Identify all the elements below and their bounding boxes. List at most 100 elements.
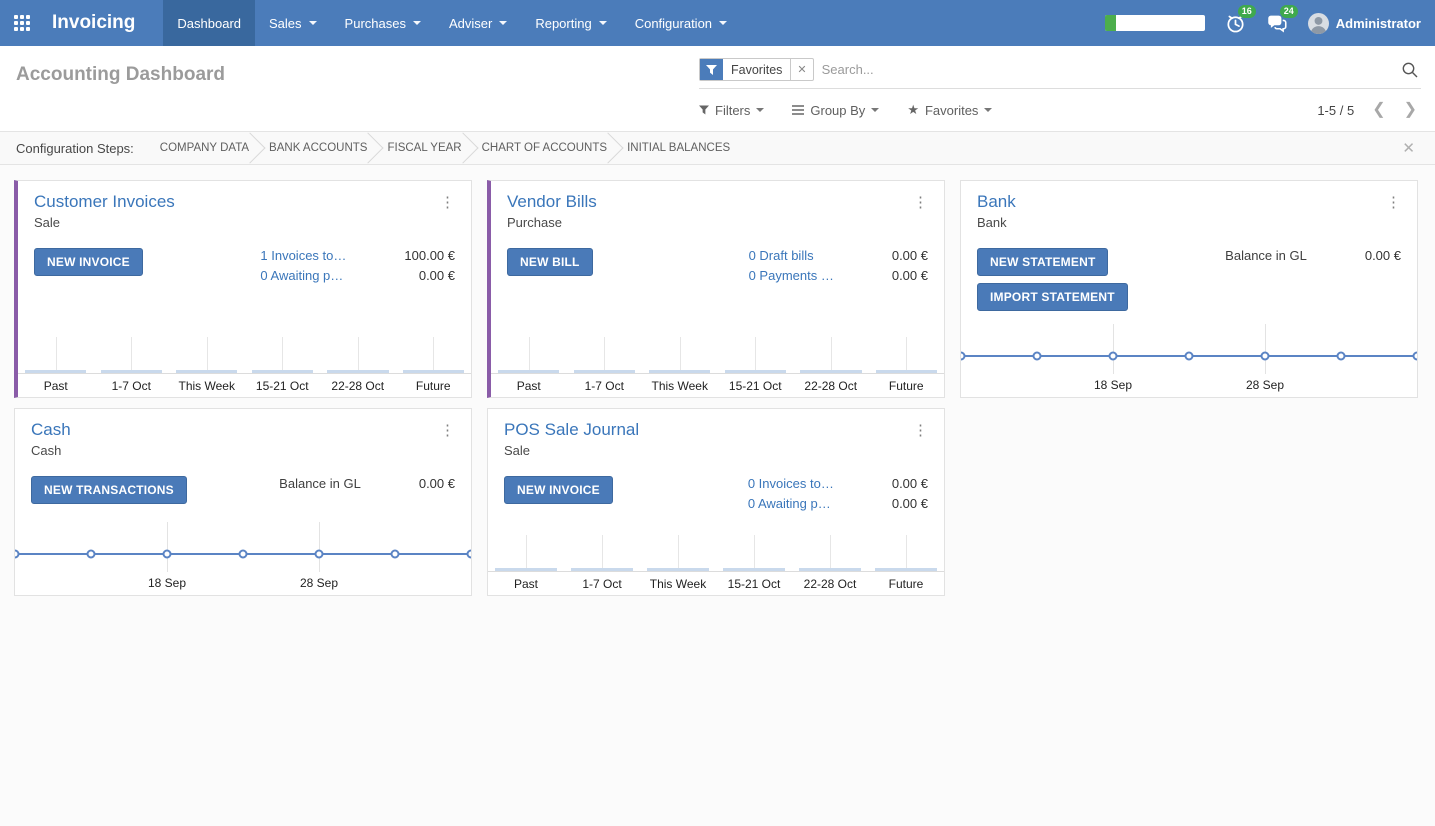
new-invoice-button[interactable]: NEW INVOICE	[504, 476, 613, 504]
search-options-row: Filters Group By ★ Favorites 1-5 / 5 ❮ ❯	[699, 102, 1421, 118]
journal-line-chart: 18 Sep 28 Sep	[15, 522, 471, 595]
avatar	[1307, 12, 1329, 34]
page-title: Accounting Dashboard	[16, 64, 226, 85]
dashboard-kanban: Customer Invoices Sale ⋮ NEW INVOICE 1 I…	[0, 165, 1435, 611]
pager-previous-icon[interactable]: ❮	[1372, 101, 1386, 118]
menu-sales[interactable]: Sales	[255, 0, 331, 46]
apps-menu-button[interactable]	[0, 0, 44, 46]
card-title[interactable]: Vendor Bills	[507, 192, 597, 211]
facet-remove-icon[interactable]: ✕	[790, 59, 812, 80]
clock-icon	[1227, 15, 1244, 32]
card-cash: Cash Cash ⋮ NEW TRANSACTIONS Balance in …	[14, 408, 472, 596]
step-initial-balances[interactable]: INITIAL BALANCES	[627, 142, 731, 154]
app-brand: Invoicing	[52, 12, 136, 33]
chevron-down-icon	[984, 108, 993, 112]
configuration-steps-bar: Configuration Steps: COMPANY DATA BANK A…	[0, 131, 1435, 165]
card-pos-sale-journal: POS Sale Journal Sale ⋮ NEW INVOICE 0 In…	[487, 408, 945, 596]
awaiting-payments-link[interactable]: 0 Awaiting p…	[260, 268, 344, 283]
payments-link[interactable]: 0 Payments …	[748, 268, 834, 283]
kebab-menu-icon[interactable]: ⋮	[440, 194, 455, 211]
balance-in-gl-label: Balance in GL	[1225, 248, 1307, 263]
messages-button[interactable]: 24	[1266, 4, 1298, 34]
awaiting-payments-link[interactable]: 0 Awaiting p…	[747, 496, 831, 511]
chevron-right-icon	[234, 132, 266, 164]
new-bill-button[interactable]: NEW BILL	[507, 248, 593, 276]
card-subtitle: Sale	[504, 443, 531, 458]
menu-purchases[interactable]: Purchases	[331, 0, 435, 46]
list-icon	[792, 105, 805, 115]
config-steps-label: Configuration Steps:	[16, 140, 134, 156]
pager: 1-5 / 5 ❮ ❯	[1317, 102, 1421, 118]
invoices-to-validate-link[interactable]: 0 Invoices to…	[747, 476, 834, 491]
step-bank-accounts[interactable]: BANK ACCOUNTS	[269, 142, 368, 154]
new-invoice-button[interactable]: NEW INVOICE	[34, 248, 143, 276]
chevron-down-icon	[719, 21, 728, 25]
card-vendor-bills: Vendor Bills Purchase ⋮ NEW BILL 0 Draft…	[487, 180, 945, 398]
menu-dashboard[interactable]: Dashboard	[163, 0, 256, 46]
chat-bubbles-icon	[1268, 15, 1287, 32]
balance-in-gl-label: Balance in GL	[279, 476, 361, 491]
stat-amount: 0.00 €	[891, 268, 928, 283]
kebab-menu-icon[interactable]: ⋮	[440, 422, 455, 439]
journal-line-chart: 18 Sep 28 Sep	[961, 324, 1417, 397]
chevron-down-icon	[598, 21, 607, 25]
activities-button[interactable]: 16	[1225, 4, 1256, 34]
stat-amount: 0.00 €	[1364, 248, 1401, 263]
card-customer-invoices: Customer Invoices Sale ⋮ NEW INVOICE 1 I…	[14, 180, 472, 398]
star-icon: ★	[907, 102, 919, 117]
kebab-menu-icon[interactable]: ⋮	[913, 194, 928, 211]
message-count-badge: 24	[1279, 4, 1298, 18]
menu-configuration[interactable]: Configuration	[621, 0, 741, 46]
journal-bar-chart: Past 1-7 Oct This Week 15-21 Oct 22-28 O…	[488, 522, 944, 595]
chevron-down-icon	[412, 21, 421, 25]
stat-amount: 100.00 €	[404, 248, 455, 263]
card-title[interactable]: Cash	[31, 420, 71, 439]
card-subtitle: Bank	[977, 215, 1007, 230]
filter-funnel-icon	[700, 59, 723, 80]
chevron-right-icon	[447, 132, 479, 164]
chevron-down-icon	[308, 21, 317, 25]
stat-amount: 0.00 €	[891, 496, 928, 511]
top-navbar: Invoicing Dashboard Sales Purchases Advi…	[0, 0, 1435, 46]
control-panel: Accounting Dashboard Favorites ✕ Filters	[0, 46, 1435, 131]
stat-amount: 0.00 €	[418, 268, 455, 283]
close-icon[interactable]: ✕	[1402, 140, 1415, 157]
chevron-down-icon	[499, 21, 508, 25]
kebab-menu-icon[interactable]: ⋮	[913, 422, 928, 439]
card-title[interactable]: Bank	[977, 192, 1016, 211]
draft-bills-link[interactable]: 0 Draft bills	[748, 248, 814, 263]
step-company-data[interactable]: COMPANY DATA	[159, 142, 250, 154]
chevron-down-icon	[756, 108, 765, 112]
search-input[interactable]	[813, 60, 1399, 79]
pager-range[interactable]: 1-5 / 5	[1317, 102, 1355, 118]
new-statement-button[interactable]: NEW STATEMENT	[977, 248, 1109, 276]
activity-count-badge: 16	[1237, 4, 1256, 18]
search-magnifier-icon[interactable]	[1399, 61, 1421, 79]
invoices-to-validate-link[interactable]: 1 Invoices to…	[260, 248, 347, 263]
card-title[interactable]: Customer Invoices	[34, 192, 175, 211]
new-transactions-button[interactable]: NEW TRANSACTIONS	[31, 476, 187, 504]
timer-progress-bar[interactable]	[1104, 15, 1205, 31]
chevron-right-icon	[352, 132, 385, 164]
menu-adviser[interactable]: Adviser	[435, 0, 521, 46]
chevron-down-icon	[871, 108, 880, 112]
filter-icon	[699, 105, 709, 115]
card-title[interactable]: POS Sale Journal	[504, 420, 640, 439]
pager-next-icon[interactable]: ❯	[1403, 101, 1417, 118]
step-chart-of-accounts[interactable]: CHART OF ACCOUNTS	[481, 142, 608, 154]
import-statement-button[interactable]: IMPORT STATEMENT	[977, 283, 1128, 311]
card-subtitle: Cash	[31, 443, 62, 458]
progress-fill	[1104, 15, 1116, 31]
menu-reporting[interactable]: Reporting	[521, 0, 620, 46]
favorites-button[interactable]: ★ Favorites	[907, 102, 993, 118]
group-by-button[interactable]: Group By	[792, 103, 880, 118]
user-menu[interactable]: Administrator	[1307, 12, 1421, 34]
facet-label: Favorites	[731, 62, 783, 77]
kebab-menu-icon[interactable]: ⋮	[1386, 194, 1401, 211]
main-menu: Dashboard Sales Purchases Adviser Report…	[163, 0, 741, 46]
journal-bar-chart: Past 1-7 Oct This Week 15-21 Oct 22-28 O…	[491, 324, 944, 397]
step-fiscal-year[interactable]: FISCAL YEAR	[387, 142, 462, 154]
systray: 16 24 Administrator	[1104, 0, 1435, 46]
filters-button[interactable]: Filters	[699, 103, 765, 118]
card-subtitle: Purchase	[507, 215, 562, 230]
